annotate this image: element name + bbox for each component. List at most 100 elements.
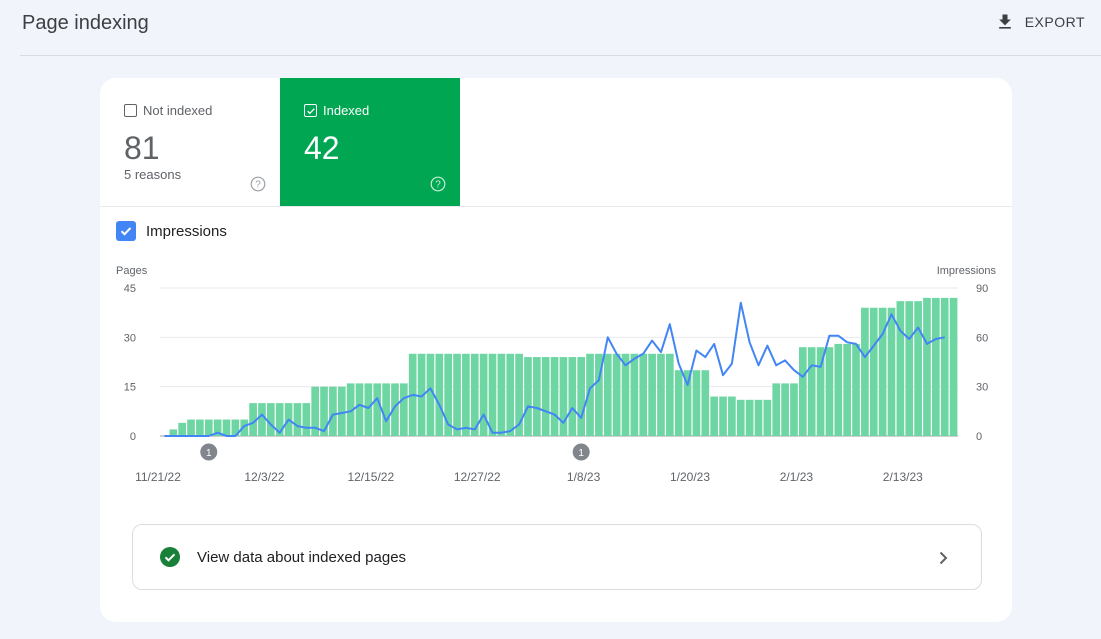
y-tick-right: 60 <box>976 332 988 344</box>
bar <box>932 297 940 436</box>
bar <box>568 357 577 436</box>
x-tick-label: 12/3/22 <box>244 470 284 484</box>
bar <box>382 383 390 436</box>
bar <box>515 353 523 436</box>
bar <box>204 419 213 436</box>
bar <box>861 307 869 436</box>
not-indexed-tile[interactable]: Not indexed 81 5 reasons ? <box>100 78 280 206</box>
bar <box>249 403 257 436</box>
checkbox-checked-icon[interactable] <box>116 221 136 241</box>
bar <box>719 396 727 436</box>
bar <box>940 297 949 436</box>
bar <box>692 370 701 436</box>
bar <box>302 403 311 436</box>
bar <box>275 403 284 436</box>
bar <box>683 370 692 436</box>
bar <box>630 353 639 436</box>
indexed-label: Indexed <box>323 103 370 118</box>
bar <box>231 419 240 436</box>
bar <box>373 383 382 436</box>
bar <box>391 383 399 436</box>
indexed-label-row: Indexed <box>304 103 369 118</box>
bar <box>541 357 550 436</box>
bar <box>364 383 373 436</box>
download-icon <box>998 14 1011 29</box>
bar <box>834 343 843 436</box>
x-tick-label: 2/13/23 <box>883 470 923 484</box>
bar <box>329 386 337 436</box>
bar <box>754 399 763 436</box>
bar <box>736 399 745 436</box>
bar <box>816 347 825 436</box>
bar <box>852 343 860 436</box>
bar <box>187 419 195 436</box>
bar <box>701 370 710 436</box>
bar <box>639 353 648 436</box>
bar <box>462 353 470 436</box>
help-icon[interactable]: ? <box>430 176 446 192</box>
view-indexed-pages-label: View data about indexed pages <box>197 548 407 566</box>
annotation-label: 1 <box>578 448 584 459</box>
bar <box>311 386 319 436</box>
checked-checkbox-icon[interactable] <box>304 104 317 117</box>
bar <box>293 403 302 436</box>
bar <box>479 353 488 436</box>
bar <box>346 383 355 436</box>
view-indexed-pages-button[interactable]: View data about indexed pages <box>132 524 982 590</box>
bar <box>799 347 807 436</box>
not-indexed-count: 81 <box>124 130 160 166</box>
y-tick-left: 0 <box>130 431 136 443</box>
bar <box>807 347 816 436</box>
impressions-line <box>164 301 945 437</box>
bar <box>196 419 204 436</box>
y-tick-right: 30 <box>976 382 988 394</box>
bar <box>621 353 630 436</box>
not-indexed-label-row: Not indexed <box>124 103 212 118</box>
annotation-marker <box>572 443 590 461</box>
help-icon[interactable]: ? <box>250 176 266 192</box>
y-tick-left: 45 <box>124 283 136 295</box>
bar <box>923 297 931 436</box>
bar <box>320 386 328 436</box>
x-tick-label: 12/15/22 <box>347 470 394 484</box>
bar <box>896 301 905 436</box>
bar <box>869 307 878 436</box>
bar <box>745 399 754 436</box>
annotation-marker <box>200 443 218 461</box>
bar <box>453 353 461 436</box>
bar <box>878 307 887 436</box>
impressions-toggle[interactable]: Impressions <box>116 221 227 241</box>
svg-text:?: ? <box>255 180 261 191</box>
page-title: Page indexing <box>22 12 149 34</box>
bar <box>169 429 178 436</box>
bar <box>825 347 834 436</box>
bar <box>914 301 922 436</box>
annotation-label: 1 <box>206 448 212 459</box>
header-divider <box>20 55 1101 56</box>
bar <box>648 353 656 436</box>
bar <box>497 353 506 436</box>
bar <box>240 419 249 436</box>
x-tick-label: 1/20/23 <box>670 470 710 484</box>
indexed-count: 42 <box>304 130 340 166</box>
bar <box>710 396 718 436</box>
bar <box>905 301 914 436</box>
tile-divider <box>100 206 1012 207</box>
bar <box>400 383 408 436</box>
bar <box>355 383 364 436</box>
bar <box>267 403 275 436</box>
right-axis-title: Impressions <box>937 265 997 277</box>
bar <box>426 353 435 436</box>
bar <box>488 353 497 436</box>
bar <box>843 343 851 436</box>
unchecked-checkbox-icon[interactable] <box>124 104 137 117</box>
chevron-right-icon <box>939 551 948 565</box>
bar <box>213 419 222 436</box>
not-indexed-label: Not indexed <box>143 103 213 118</box>
indexed-tile[interactable]: Indexed 42 ? <box>280 78 460 206</box>
y-tick-right: 90 <box>976 283 988 295</box>
bar <box>470 353 479 436</box>
export-button[interactable]: EXPORT <box>995 12 1085 32</box>
indexing-chart: Pages Impressions 45 90 30 60 15 30 0 0 1 1 11/21/22… <box>116 265 997 484</box>
bar <box>595 353 603 436</box>
